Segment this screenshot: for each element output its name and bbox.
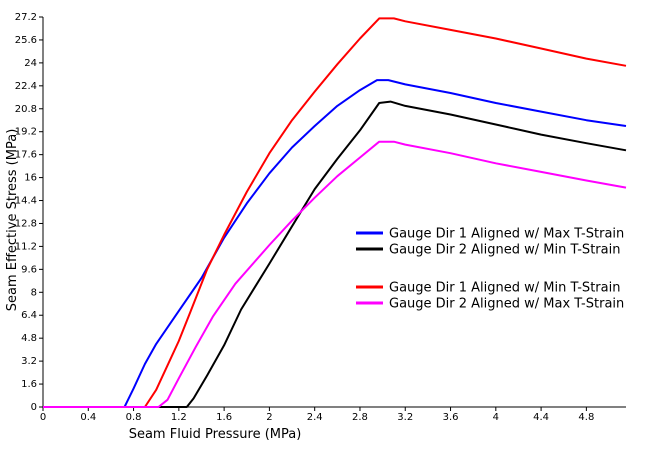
- legend-label-2: Gauge Dir 2 Aligned w/ Min T-Strain: [389, 243, 620, 258]
- y-tick-label: 19.2: [15, 127, 37, 138]
- legend: Gauge Dir 1 Aligned w/ Max T-StrainGauge…: [356, 227, 624, 312]
- series-line-1: [43, 79, 627, 408]
- y-axis: 0 1.6 3.2 4.8 6.4 8 9.6 11.2 12.8 14.4 16 17.6 19.2 2…: [15, 12, 43, 413]
- x-tick-label: 2.4: [307, 412, 323, 423]
- legend-label-1: Gauge Dir 1 Aligned w/ Max T-Strain: [389, 227, 624, 242]
- y-tick-label: 1.6: [21, 379, 37, 390]
- y-axis-title: Seam Effective Stress (MPa): [5, 129, 20, 312]
- x-tick-label: 4.4: [533, 412, 549, 423]
- x-tick-label: 2: [266, 412, 272, 423]
- y-tick-label: 27.2: [15, 12, 37, 23]
- plot-background: [43, 17, 626, 407]
- x-tick-label: 3.2: [397, 412, 413, 423]
- x-tick-label: 0.4: [80, 412, 96, 423]
- y-tick-label: 0: [31, 402, 37, 413]
- y-tick-label: 4.8: [21, 333, 37, 344]
- y-tick-label: 22.4: [15, 81, 37, 92]
- x-tick-label: 0.8: [126, 412, 142, 423]
- legend-label-4: Gauge Dir 2 Aligned w/ Max T-Strain: [389, 297, 624, 312]
- y-tick-label: 17.6: [15, 150, 37, 161]
- y-tick-label: 11.2: [15, 241, 37, 252]
- x-tick-label: 3.6: [443, 412, 459, 423]
- series-line-4: [43, 140, 627, 408]
- y-tick-label: 9.6: [21, 264, 37, 275]
- series-layer: [43, 17, 627, 408]
- x-axis-title: Seam Fluid Pressure (MPa): [129, 427, 302, 442]
- y-tick-label: 3.2: [21, 356, 37, 367]
- legend-label-3: Gauge Dir 1 Aligned w/ Min T-Strain: [389, 281, 620, 296]
- y-tick-label: 14.4: [15, 196, 37, 207]
- x-tick-label: 1.6: [216, 412, 232, 423]
- series-line-2: [43, 100, 627, 408]
- y-tick-label: 16: [24, 173, 37, 184]
- y-tick-label: 8: [31, 287, 37, 298]
- x-tick-label: 4.8: [578, 412, 594, 423]
- x-tick-label: 4: [493, 412, 499, 423]
- x-axis: 0 0.4 0.8 1.2 1.6 2 2.4 2.8 3.2 3.6 4 4.4 4.8: [40, 407, 594, 423]
- x-tick-label: 0: [40, 412, 46, 423]
- y-tick-label: 6.4: [21, 310, 37, 321]
- y-tick-label: 24: [24, 58, 37, 69]
- plot-area: [42, 17, 626, 408]
- series-line-3: [43, 17, 627, 408]
- y-tick-label: 12.8: [15, 218, 37, 229]
- x-tick-label: 2.8: [352, 412, 368, 423]
- x-tick-label: 1.2: [171, 412, 187, 423]
- y-tick-label: 20.8: [15, 104, 37, 115]
- y-tick-label: 25.6: [15, 35, 37, 46]
